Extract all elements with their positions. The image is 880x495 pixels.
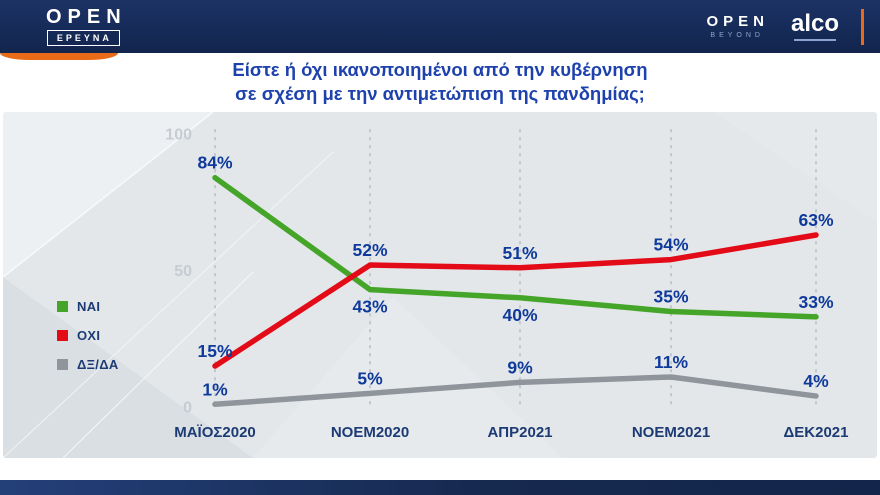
chart-panel [3,112,877,458]
open-beyond-sub: BEYOND [710,32,764,39]
open-beyond-logo: OPEN BEYOND [701,14,769,39]
orange-divider [861,8,864,45]
legend-item-nai: ΝΑΙ [57,299,119,314]
alco-tagline-rule [793,39,836,41]
legend-item-dxda: ΔΞ/ΔΑ [57,357,119,372]
legend-swatch-oxi [57,330,68,341]
legend-label-dxda: ΔΞ/ΔΑ [77,357,119,372]
legend-item-oxi: ΟΧΙ [57,328,119,343]
ereyna-badge: ΕΡΕΥΝΑ [46,30,120,46]
bottom-bar [0,480,880,495]
open-logo: OPEN [46,6,127,29]
alco-brand: alco [790,10,839,37]
right-logo-cluster: OPEN BEYOND alco [701,0,864,53]
open-ereyna-logo: OPEN ΕΡΕΥΝΑ [40,7,127,46]
poll-question: Είστε ή όχι ικανοποιημένοι από την κυβέρ… [0,58,880,106]
legend-swatch-dxda [57,359,68,370]
poll-question-line1: Είστε ή όχι ικανοποιημένοι από την κυβέρ… [232,59,648,80]
chart-legend: ΝΑΙ ΟΧΙ ΔΞ/ΔΑ [57,299,119,372]
top-bar: OPEN ΕΡΕΥΝΑ OPEN BEYOND alco [0,0,880,53]
legend-label-nai: ΝΑΙ [77,299,101,314]
alco-logo: alco [791,12,839,41]
legend-swatch-nai [57,301,68,312]
legend-label-oxi: ΟΧΙ [77,328,101,343]
orange-accent [0,53,118,60]
poll-question-line2: σε σχέση με την αντιμετώπιση της πανδημί… [235,83,645,104]
open-beyond-brand: OPEN [706,13,769,30]
panel-texture [3,112,877,458]
